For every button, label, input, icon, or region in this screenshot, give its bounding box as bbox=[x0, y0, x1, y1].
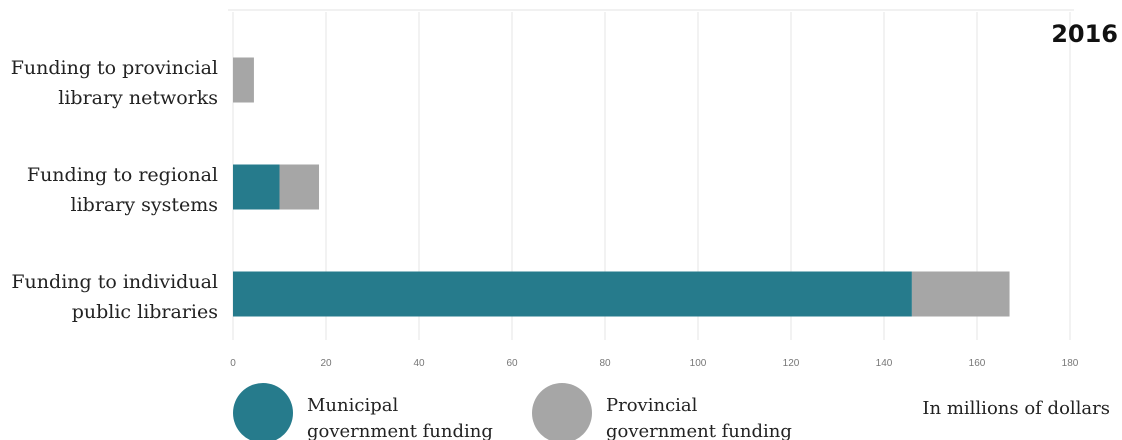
bars bbox=[233, 57, 1010, 317]
x-tick-label: 20 bbox=[320, 358, 332, 369]
category-label: public libraries bbox=[72, 301, 218, 323]
x-tick-label: 40 bbox=[413, 358, 425, 369]
unit-note: In millions of dollars bbox=[922, 398, 1110, 419]
legend-label: Municipal bbox=[307, 395, 398, 416]
category-labels: Funding to provincial library networks Fun… bbox=[11, 57, 218, 323]
legend-label: government funding bbox=[307, 421, 493, 440]
legend-label: government funding bbox=[606, 421, 792, 440]
x-tick-label: 160 bbox=[969, 358, 986, 369]
legend: Municipal government funding Provincial gov… bbox=[233, 383, 792, 440]
category-label: library networks bbox=[58, 87, 218, 109]
category-label: library systems bbox=[71, 194, 218, 216]
legend-swatch bbox=[532, 383, 592, 440]
category-label: Funding to provincial bbox=[11, 57, 218, 79]
x-axis-tick-labels: 0 20 40 60 80 100 120 140 160 180 bbox=[230, 358, 1079, 369]
bar-segment bbox=[233, 164, 280, 210]
x-tick-label: 140 bbox=[876, 358, 893, 369]
legend-label: Provincial bbox=[606, 395, 698, 416]
x-tick-label: 80 bbox=[599, 358, 611, 369]
bar-segment bbox=[279, 164, 320, 210]
year-label: 2016 bbox=[1051, 20, 1118, 48]
x-tick-label: 100 bbox=[690, 358, 707, 369]
x-tick-label: 60 bbox=[506, 358, 518, 369]
category-label: Funding to individual bbox=[11, 271, 218, 293]
x-tick-label: 120 bbox=[783, 358, 800, 369]
legend-swatch bbox=[233, 383, 293, 440]
x-tick-label: 0 bbox=[230, 358, 236, 369]
bar-segment bbox=[233, 271, 912, 317]
bar-segment bbox=[911, 271, 1010, 317]
x-tick-label: 180 bbox=[1062, 358, 1079, 369]
category-label: Funding to regional bbox=[27, 164, 218, 186]
bar-segment bbox=[233, 57, 254, 103]
